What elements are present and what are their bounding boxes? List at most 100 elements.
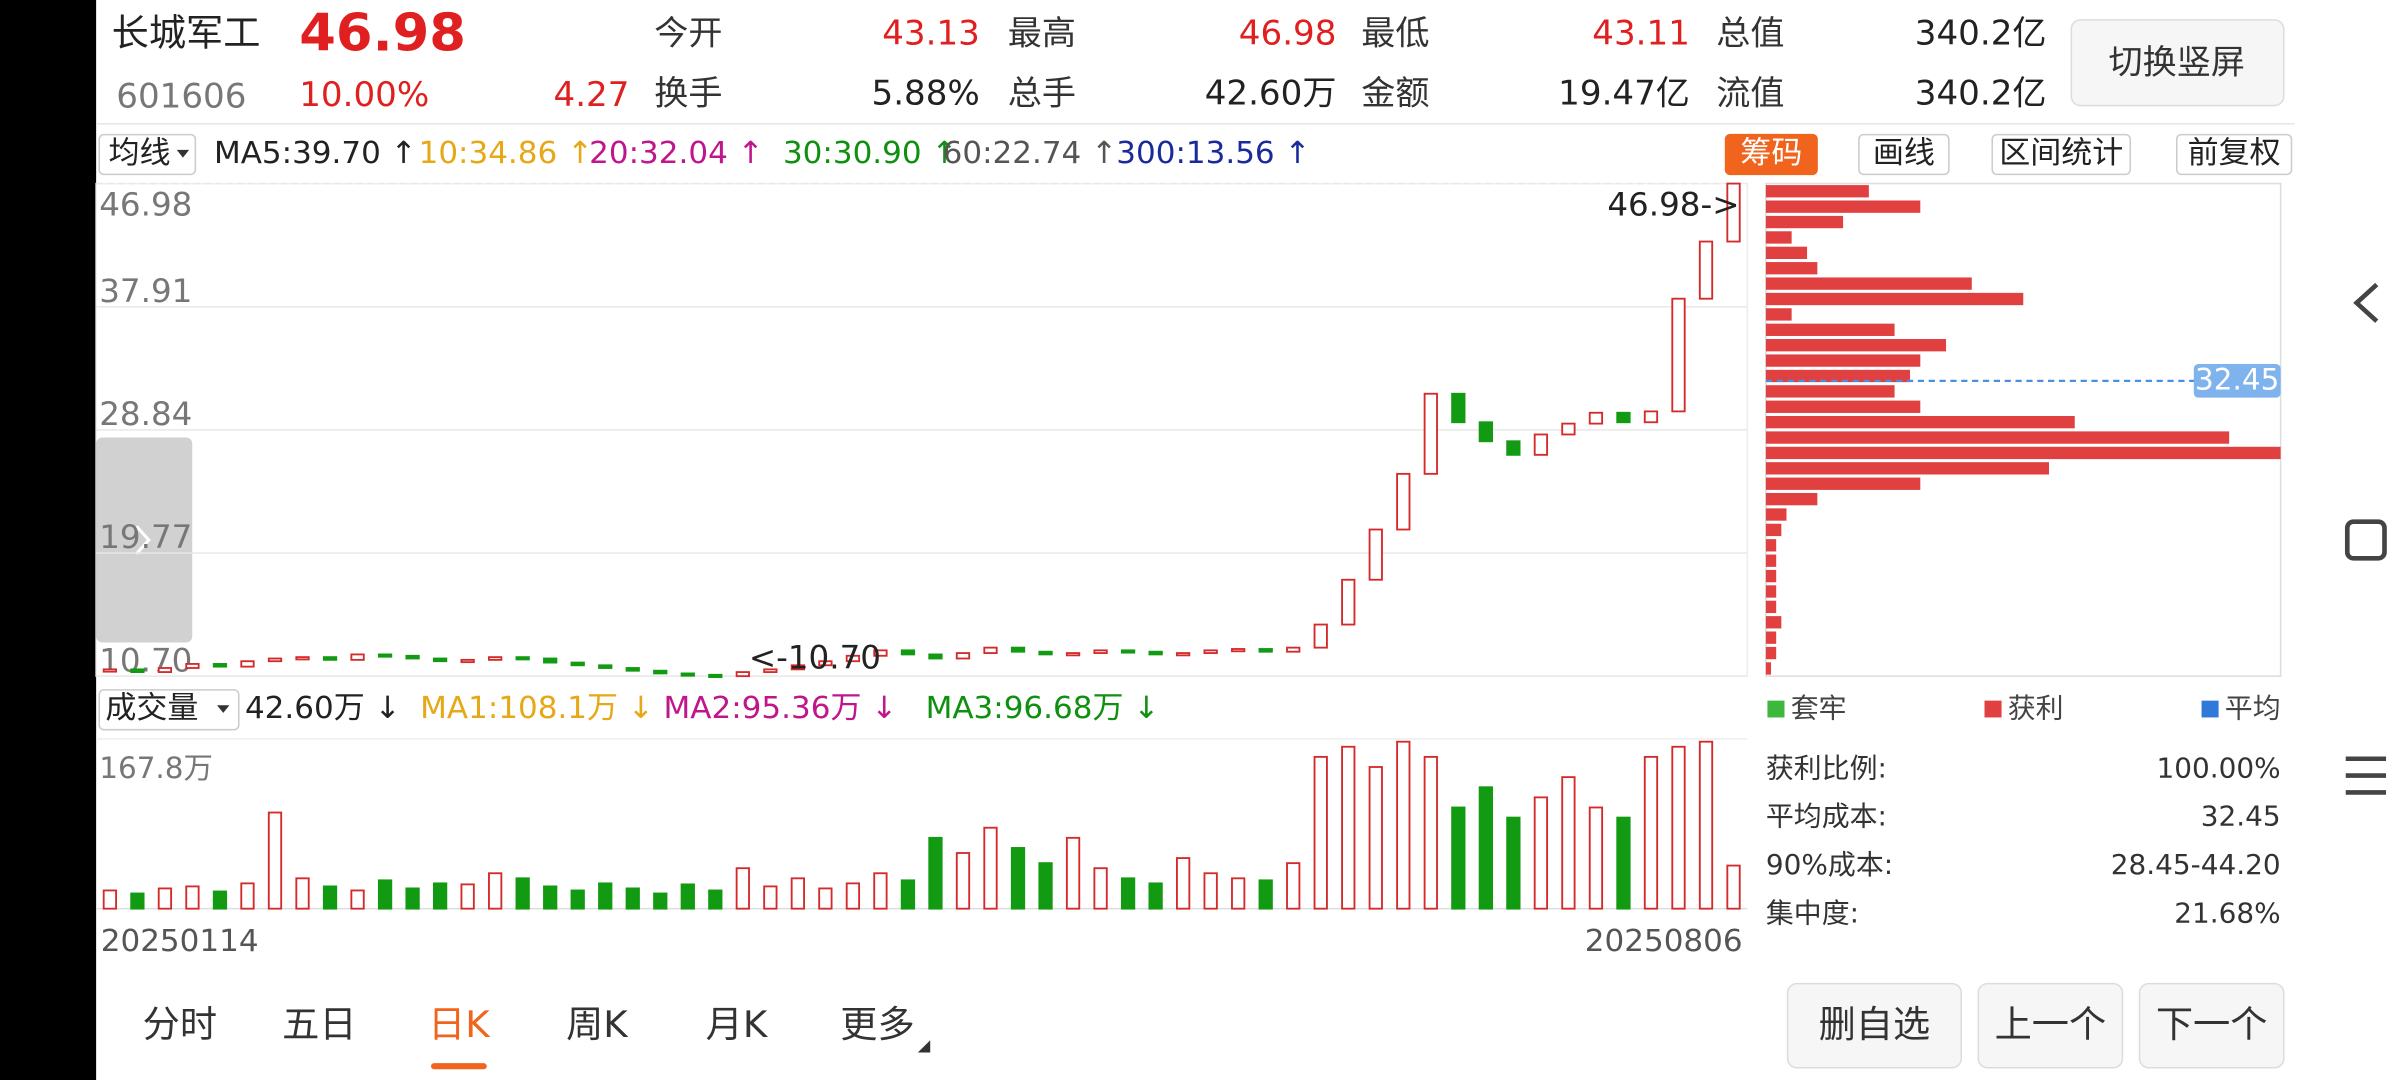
chip-bar <box>1765 200 1921 213</box>
stat-value: 19.47亿 <box>1558 73 1690 112</box>
more-arrow <box>917 1040 931 1053</box>
rotate-button[interactable] <box>2070 19 2285 107</box>
legend-label: 获利 <box>2008 692 2064 725</box>
chip-stat-label: 集中度: <box>1766 897 1859 930</box>
volume-ma-value: 42.60万 ↓ <box>245 690 401 726</box>
scroll-handle[interactable] <box>96 437 193 643</box>
legend-swatch <box>1984 700 2002 718</box>
candle <box>1478 421 1493 443</box>
candle <box>570 661 585 667</box>
volume-bar <box>1313 755 1328 910</box>
candle <box>845 654 861 663</box>
volume-bar <box>1010 847 1026 910</box>
ma-value: MA5:39.70 ↑ <box>214 135 417 171</box>
volume-bar <box>1588 806 1604 910</box>
chip-bar <box>1765 262 1818 275</box>
action-button[interactable] <box>2138 982 2285 1069</box>
stat-value: 340.2亿 <box>1915 73 2047 112</box>
volume-bar <box>1671 745 1686 910</box>
volume-bar <box>543 885 558 910</box>
candle <box>1176 652 1191 657</box>
chip-bar <box>1765 385 1895 398</box>
tool-button[interactable] <box>1724 133 1818 176</box>
chip-bar <box>1765 508 1787 521</box>
end-date: 20250806 <box>1585 923 1743 959</box>
action-button-label[interactable]: 上一个 <box>1995 1003 2107 1046</box>
candle <box>377 653 393 658</box>
tab[interactable]: 月K <box>706 1003 769 1046</box>
volume-ma-value: MA1:108.1万 ↓ <box>420 690 654 726</box>
candle <box>405 654 420 660</box>
avg-cost-tag <box>2193 364 2281 398</box>
max-price-label: 46.98-> <box>1607 186 1739 224</box>
tool-label[interactable]: 筹码 <box>1740 135 1802 171</box>
candle <box>680 672 695 677</box>
chip-stat-value: 21.68% <box>2174 897 2280 930</box>
candle <box>1588 411 1604 425</box>
volume-selector[interactable] <box>98 689 240 731</box>
candle <box>983 646 998 654</box>
tool-button[interactable] <box>2175 133 2293 176</box>
volume-selector-label[interactable]: 成交量 <box>105 690 198 726</box>
chip-bar <box>1765 539 1777 552</box>
chip-bar <box>1765 569 1777 583</box>
action-button[interactable] <box>1786 982 1963 1069</box>
chip-stat-label: 90%成本: <box>1766 848 1893 881</box>
ma-selector-label[interactable]: 均线 <box>109 135 171 171</box>
tab[interactable]: 分时 <box>143 1003 217 1046</box>
volume-bar <box>1231 877 1246 910</box>
chip-bar <box>1765 308 1792 321</box>
volume-bar <box>1561 776 1576 910</box>
min-price-label: <-10.70 <box>749 638 881 676</box>
candle <box>790 664 805 671</box>
tab[interactable]: 周K <box>566 1003 629 1046</box>
start-date: 20250114 <box>101 923 259 959</box>
candle <box>1203 649 1218 654</box>
candle <box>1148 650 1163 656</box>
tool-label[interactable]: 画线 <box>1873 135 1935 171</box>
candle <box>1533 433 1549 456</box>
chip-frame <box>1765 182 2282 677</box>
nav-menu[interactable] <box>2345 756 2387 795</box>
ma-selector[interactable] <box>98 133 197 176</box>
chip-bar <box>1765 292 2024 306</box>
candle <box>1341 578 1356 626</box>
tool-label[interactable]: 区间统计 <box>1999 135 2123 171</box>
tab[interactable]: 日K <box>428 1003 491 1046</box>
action-button-label[interactable]: 下一个 <box>2156 1003 2268 1046</box>
action-button-label[interactable]: 删自选 <box>1819 1003 1931 1046</box>
chip-bar <box>1765 415 2075 429</box>
stock-price: 46.98 <box>299 3 466 64</box>
candle <box>1506 440 1521 456</box>
candle <box>185 663 200 669</box>
chip-bar <box>1765 400 1921 413</box>
nav-home[interactable] <box>2344 519 2387 561</box>
action-button[interactable] <box>1977 982 2124 1069</box>
stat-label: 最低 <box>1361 14 1429 53</box>
volume-bar <box>1038 862 1053 910</box>
candle <box>1231 648 1246 653</box>
candle <box>322 656 338 661</box>
tool-button[interactable] <box>1991 133 2132 176</box>
volume-bar <box>432 882 448 910</box>
dropdown-arrow <box>176 149 190 158</box>
rotate-button-label[interactable]: 切换竖屏 <box>2109 43 2245 82</box>
candle <box>598 664 613 669</box>
tab[interactable]: 更多 <box>840 1003 914 1046</box>
volume-bar <box>1093 867 1108 910</box>
stat-label: 总手 <box>1008 73 1076 112</box>
candle <box>1561 422 1576 436</box>
stat-value: 340.2亿 <box>1915 14 2047 53</box>
candle <box>818 660 833 667</box>
volume-bar <box>983 826 998 910</box>
volume-bar <box>1258 879 1273 910</box>
tool-button[interactable] <box>1858 133 1950 176</box>
candle <box>1258 648 1273 653</box>
candle <box>157 667 173 673</box>
tool-label[interactable]: 前复权 <box>2188 135 2281 171</box>
chip-bar <box>1765 231 1792 244</box>
volume-bar <box>1176 857 1191 910</box>
volume-bar <box>185 885 200 910</box>
nav-back[interactable] <box>2353 282 2379 323</box>
tab[interactable]: 五日 <box>282 1003 356 1046</box>
